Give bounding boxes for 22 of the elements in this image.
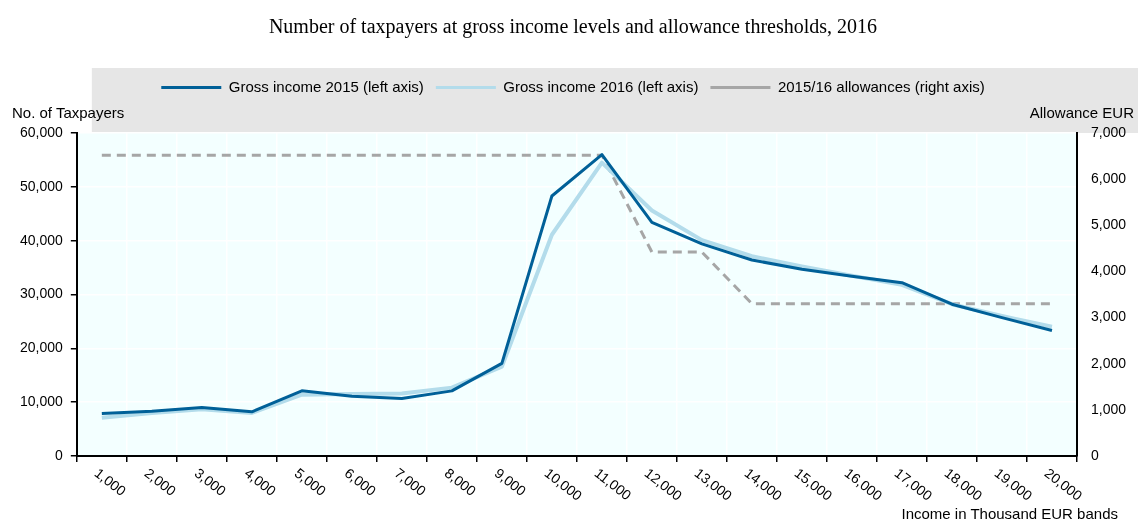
y2-tick-label: 5,000: [1090, 216, 1127, 233]
y2-tick-label: 7,000: [1090, 123, 1127, 140]
y2-tick-label: 2,000: [1090, 354, 1127, 371]
y-tick-label: 30,000: [19, 285, 64, 302]
y-axis-title: No. of Taxpayers: [12, 103, 125, 121]
y-tick-label: 40,000: [19, 231, 64, 248]
x-axis-title: Income in Thousand EUR bands: [901, 504, 1118, 522]
y-tick-label: 50,000: [19, 177, 64, 194]
y2-tick-label: 4,000: [1090, 262, 1127, 279]
y2-tick-label: 1,000: [1090, 400, 1127, 417]
y-tick-label: 10,000: [19, 393, 64, 410]
legend-label: 2015/16 allowances (right axis): [777, 77, 985, 95]
y-tick-label: 20,000: [19, 339, 64, 356]
y2-tick-label: 3,000: [1090, 308, 1127, 325]
y2-tick-label: 0: [1090, 446, 1099, 463]
legend-label: Gross income 2016 (left axis): [503, 77, 699, 95]
y2-axis-title: Allowance EUR: [1029, 103, 1135, 121]
y-tick-label: 0: [55, 446, 64, 463]
chart-title: Number of taxpayers at gross income levels and allowance thresholds, 2016: [268, 15, 878, 39]
y-tick-label: 60,000: [19, 123, 64, 140]
legend-label: Gross income 2015 (left axis): [228, 77, 424, 95]
y2-tick-label: 6,000: [1090, 170, 1127, 186]
